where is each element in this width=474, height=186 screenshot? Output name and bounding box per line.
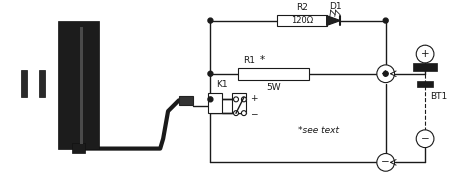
Circle shape: [234, 97, 238, 102]
Polygon shape: [327, 16, 340, 25]
Bar: [179, 96, 193, 105]
Text: K1: K1: [217, 81, 228, 89]
Bar: [21, 70, 27, 97]
Circle shape: [377, 153, 394, 171]
Circle shape: [234, 111, 238, 116]
Circle shape: [208, 18, 213, 23]
Circle shape: [241, 97, 246, 102]
Bar: [238, 68, 309, 80]
Circle shape: [241, 111, 246, 116]
Bar: [413, 63, 437, 71]
Bar: [277, 15, 327, 26]
Circle shape: [416, 45, 434, 63]
Circle shape: [208, 71, 213, 76]
Circle shape: [377, 65, 394, 83]
Circle shape: [383, 71, 388, 76]
Text: 5W: 5W: [266, 83, 281, 92]
Circle shape: [416, 130, 434, 148]
Bar: [72, 143, 85, 153]
Circle shape: [383, 18, 388, 23]
Text: −: −: [250, 110, 257, 119]
Text: −: −: [381, 157, 390, 167]
Bar: [232, 93, 246, 113]
Text: +: +: [421, 49, 429, 59]
Text: +: +: [250, 94, 257, 103]
Text: *see text: *see text: [298, 126, 339, 135]
Bar: [39, 70, 45, 97]
Text: R2: R2: [296, 3, 308, 12]
Bar: [81, 28, 83, 144]
Bar: [209, 93, 222, 113]
Text: 120Ω: 120Ω: [291, 16, 313, 25]
Text: R1: R1: [243, 56, 255, 65]
Circle shape: [208, 97, 213, 102]
Text: BT1: BT1: [430, 92, 447, 101]
Bar: [58, 21, 99, 149]
Text: D1: D1: [329, 2, 342, 11]
Bar: [417, 81, 433, 86]
Text: +: +: [382, 69, 390, 79]
Text: −: −: [421, 134, 429, 144]
Text: *: *: [260, 55, 265, 65]
